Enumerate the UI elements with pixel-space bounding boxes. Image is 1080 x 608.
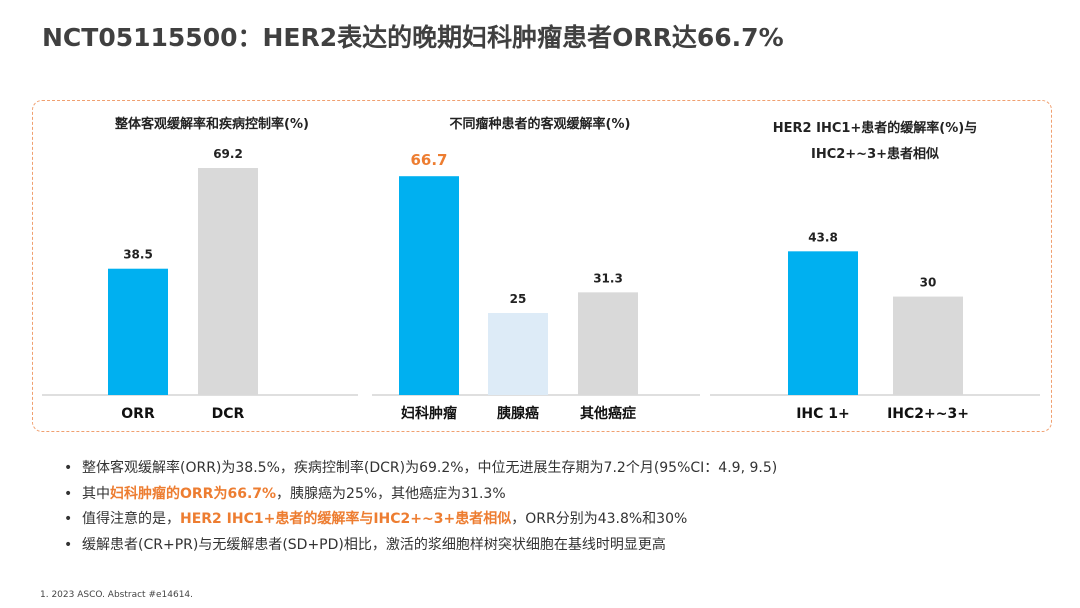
chart-2-value-label-2: 25 (510, 292, 527, 306)
chart-1-category-label-1: ORR (121, 406, 155, 422)
chart-1-title: 整体客观缓解率和疾病控制率(%) (114, 116, 309, 132)
chart-2-category-label-1: 妇科肿瘤 (400, 405, 457, 422)
chart-3-category-label-1: IHC 1+ (796, 406, 850, 422)
chart-2-category-label-3: 其他癌症 (580, 405, 636, 422)
bullet-1-text: 整体客观缓解率(ORR)为38.5%，疾病控制率(DCR)为69.2%，中位无进… (82, 460, 778, 476)
chart-3-bar-2 (893, 296, 963, 395)
chart-2-bar-3 (578, 292, 638, 395)
bullet-4-text: 缓解患者(CR+PR)与无缓解患者(SD+PD)相比，激活的浆细胞样树突状细胞在… (82, 536, 666, 553)
bullet-2-highlight: 妇科肿瘤的ORR为66.7% (110, 485, 277, 502)
chart-1-value-label-1: 38.5 (123, 248, 153, 262)
chart-1-value-label-2: 69.2 (213, 147, 243, 161)
chart-2-value-label-1: 66.7 (410, 151, 447, 169)
footnote: 1. 2023 ASCO. Abstract #e14614. (40, 590, 194, 600)
bullet-item-3: 值得注意的是，HER2 IHC1+患者的缓解率与IHC2+~3+患者相似，ORR… (60, 507, 1050, 533)
chart-3-value-label-1: 43.8 (808, 230, 838, 244)
chart-3-title-line-2: IHC2+~3+患者相似 (811, 146, 939, 162)
chart-2-bar-1 (399, 176, 459, 395)
bullet-2-text-b: ，胰腺癌为25%，其他癌症为31.3% (276, 485, 506, 502)
chart-2-value-label-3: 31.3 (593, 271, 623, 285)
bullet-item-2: 其中妇科肿瘤的ORR为66.7%，胰腺癌为25%，其他癌症为31.3% (60, 482, 1050, 508)
bullet-item-4: 缓解患者(CR+PR)与无缓解患者(SD+PD)相比，激活的浆细胞样树突状细胞在… (60, 533, 1050, 559)
chart-2-title: 不同瘤种患者的客观缓解率(%) (450, 116, 631, 132)
bullet-3-highlight: HER2 IHC1+患者的缓解率与IHC2+~3+患者相似 (180, 511, 512, 527)
chart-2-bar-2 (488, 312, 548, 395)
chart-2-category-label-2: 胰腺癌 (497, 405, 539, 422)
bullet-3-text-b: ，ORR分别为43.8%和30% (511, 511, 688, 527)
chart-1-bar-1 (108, 268, 168, 395)
chart-3-category-label-2: IHC2+~3+ (887, 406, 969, 422)
bullet-item-1: 整体客观缓解率(ORR)为38.5%，疾病控制率(DCR)为69.2%，中位无进… (60, 456, 1050, 482)
chart-frame (32, 100, 1052, 432)
chart-3-title-line-1: HER2 IHC1+患者的缓解率(%)与 (773, 120, 977, 136)
slide-title: NCT05115500：HER2表达的晚期妇科肿瘤患者ORR达66.7% (42, 23, 784, 52)
bullet-3-text-a: 值得注意的是， (82, 511, 180, 527)
chart-3-value-label-2: 30 (920, 276, 937, 290)
bullet-2-text-a: 其中 (82, 485, 110, 502)
chart-1-category-label-2: DCR (212, 406, 245, 422)
chart-3-bar-1 (788, 251, 858, 395)
bullet-list: 整体客观缓解率(ORR)为38.5%，疾病控制率(DCR)为69.2%，中位无进… (60, 456, 1050, 558)
chart-1-bar-2 (198, 168, 258, 395)
